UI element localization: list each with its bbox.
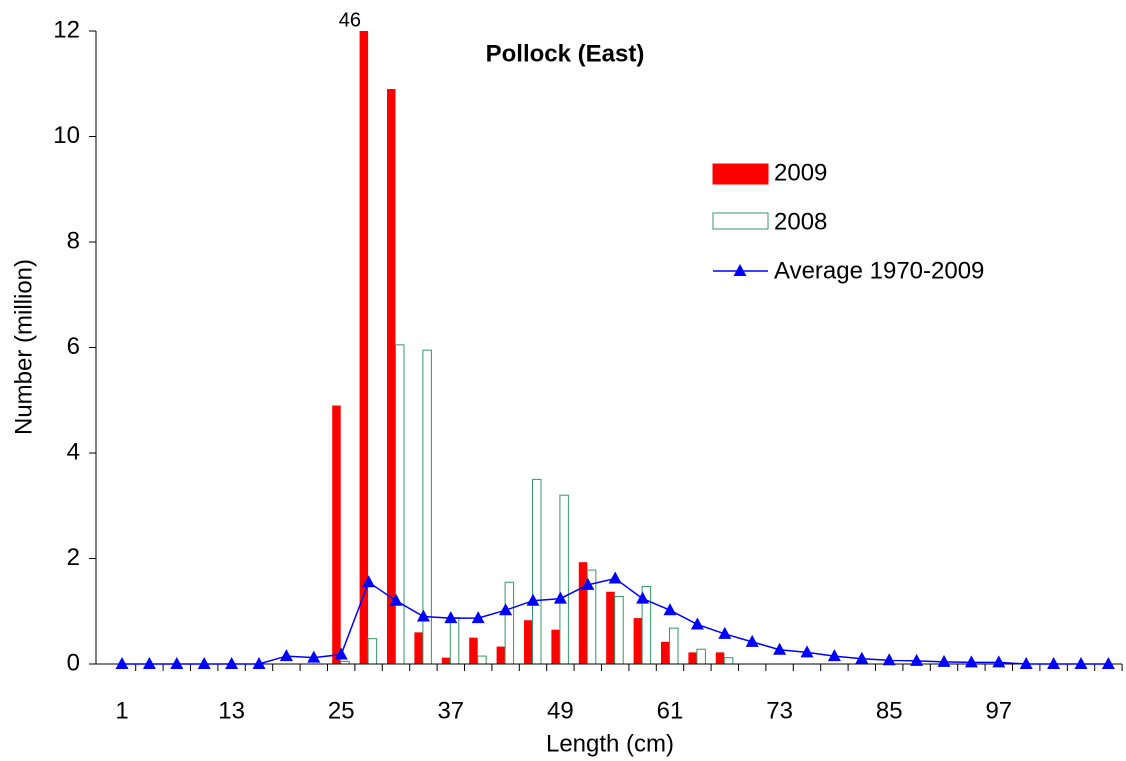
marker (581, 577, 595, 590)
bar (606, 591, 615, 664)
marker (663, 603, 677, 616)
x-tick-label: 61 (657, 697, 684, 724)
marker (910, 653, 924, 666)
bar (422, 349, 432, 664)
y-tick-label: 4 (67, 438, 80, 465)
chart-title: Pollock (East) (486, 40, 645, 67)
bar (359, 31, 369, 664)
marker (416, 609, 430, 622)
marker (252, 657, 266, 669)
x-axis-label: Length (cm) (546, 730, 674, 757)
plot-area (332, 31, 734, 664)
y-tick-label: 8 (67, 227, 80, 254)
bar (688, 652, 697, 664)
y-tick-label: 0 (67, 649, 80, 676)
bar (633, 618, 643, 664)
bar (532, 478, 542, 664)
bar (504, 581, 515, 664)
x-tick-label: 97 (985, 697, 1012, 724)
x-tick-label: 73 (766, 697, 793, 724)
marker (225, 657, 239, 669)
marker (115, 657, 129, 669)
legend-marker (733, 264, 747, 276)
bar (387, 89, 396, 664)
marker (553, 591, 567, 604)
marker (827, 649, 841, 662)
bar (696, 648, 706, 664)
marker (773, 642, 787, 655)
bar (332, 405, 341, 664)
marker (197, 657, 211, 669)
marker (1019, 657, 1033, 669)
x-tick-label: 49 (547, 697, 574, 724)
x-tick-label: 25 (328, 697, 355, 724)
marker (937, 654, 951, 667)
x-tick-label: 1 (115, 697, 128, 724)
legend-swatch (712, 212, 769, 230)
bar (367, 638, 378, 664)
marker (964, 655, 978, 668)
marker (1101, 657, 1115, 669)
bar (414, 632, 423, 664)
bar (715, 652, 725, 664)
bar (524, 620, 533, 664)
marker (718, 626, 732, 639)
bar (551, 629, 560, 664)
bar (614, 595, 624, 664)
marker (526, 593, 540, 606)
marker (690, 617, 704, 630)
marker (992, 655, 1006, 668)
marker (636, 591, 650, 604)
marker (1074, 657, 1088, 669)
marker (608, 571, 622, 584)
marker (389, 593, 403, 606)
marker (855, 651, 869, 664)
marker (745, 634, 759, 647)
marker (444, 611, 458, 624)
x-tick-label: 85 (876, 697, 903, 724)
marker (471, 611, 485, 624)
bar (449, 617, 460, 664)
y-tick-label: 6 (67, 333, 80, 360)
x-tick-label: 37 (437, 697, 464, 724)
bar (661, 641, 670, 664)
legend-label: 2009 (774, 159, 827, 186)
marker (499, 603, 513, 616)
marker (362, 575, 376, 588)
bar (641, 585, 652, 664)
legend-swatch (712, 163, 769, 185)
y-tick-label: 12 (53, 16, 80, 43)
bar (477, 655, 487, 664)
y-tick-label: 10 (53, 122, 80, 149)
bar (669, 627, 679, 664)
marker (170, 657, 184, 669)
marker (1047, 657, 1061, 669)
bar (723, 657, 734, 664)
y-tick-label: 2 (67, 544, 80, 571)
marker (279, 649, 293, 662)
x-tick-label: 13 (218, 697, 245, 724)
y-axis-label: Number (million) (10, 259, 37, 435)
legend-label: 2008 (774, 208, 827, 235)
bar (578, 562, 588, 664)
bar (441, 657, 451, 664)
marker (334, 647, 348, 660)
bar (469, 637, 478, 664)
marker (882, 653, 896, 666)
bar (395, 344, 405, 664)
data-label: 46 (339, 9, 361, 31)
legend-label: Average 1970-2009 (774, 257, 984, 284)
marker (800, 645, 814, 658)
marker (307, 650, 321, 663)
bar (496, 646, 506, 664)
marker (142, 657, 156, 669)
bar (559, 494, 569, 664)
